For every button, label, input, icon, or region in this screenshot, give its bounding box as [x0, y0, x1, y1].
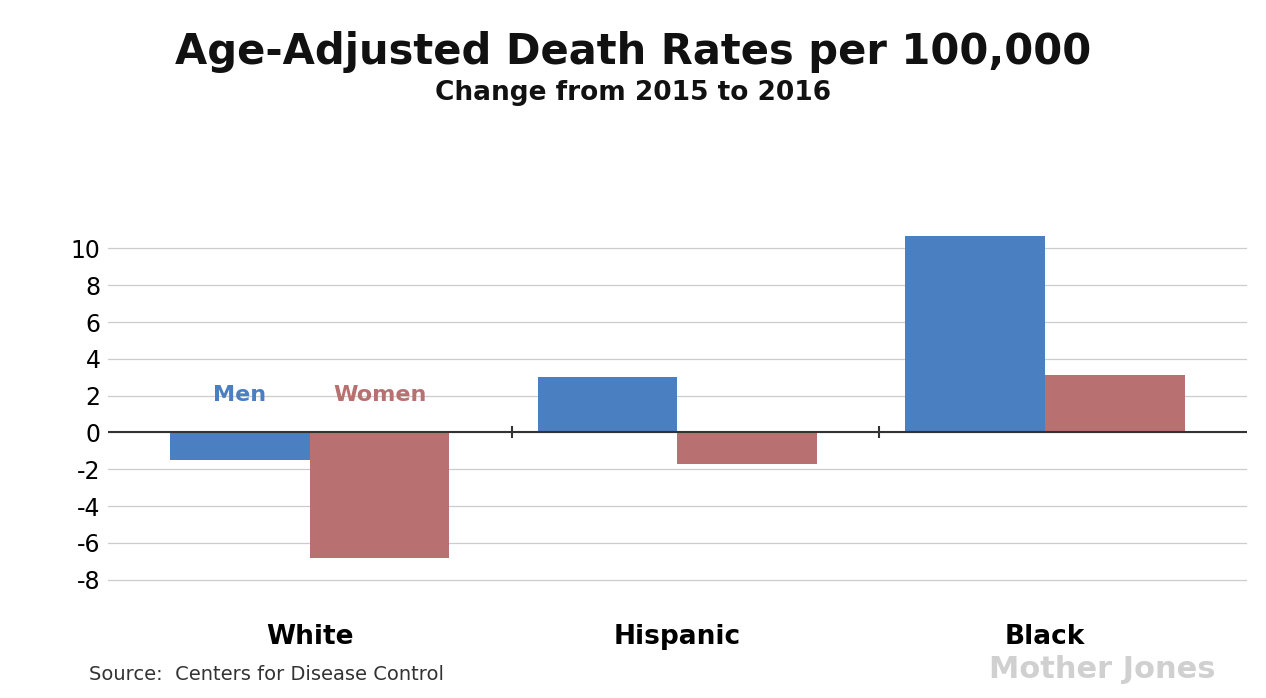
Text: Mother Jones: Mother Jones — [989, 655, 1215, 684]
Bar — [905, 235, 1044, 433]
Bar — [1044, 376, 1185, 433]
Text: Change from 2015 to 2016: Change from 2015 to 2016 — [436, 80, 830, 106]
Text: Men: Men — [214, 385, 266, 405]
Bar — [310, 433, 449, 558]
Text: Women: Women — [333, 385, 427, 405]
Text: Age-Adjusted Death Rates per 100,000: Age-Adjusted Death Rates per 100,000 — [175, 31, 1091, 73]
Bar — [538, 377, 677, 433]
Bar — [170, 433, 310, 460]
Text: Source:  Centers for Disease Control: Source: Centers for Disease Control — [89, 665, 443, 684]
Bar — [677, 433, 817, 463]
